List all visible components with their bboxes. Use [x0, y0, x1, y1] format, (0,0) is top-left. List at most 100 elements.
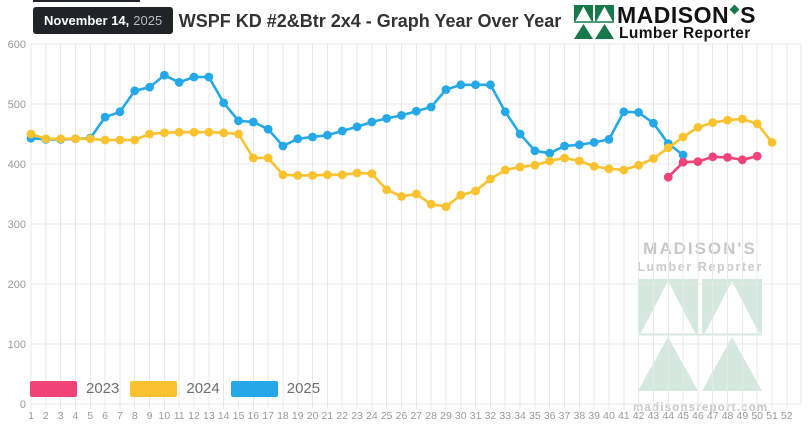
svg-text:26: 26 — [396, 410, 408, 422]
data-point — [426, 102, 436, 112]
grid-lines — [30, 43, 802, 409]
svg-text:37: 37 — [559, 410, 571, 422]
svg-text:12: 12 — [188, 410, 200, 422]
legend-swatch-2024 — [130, 380, 178, 397]
data-point — [456, 190, 466, 200]
data-point — [26, 129, 36, 139]
svg-text:17: 17 — [262, 410, 274, 422]
svg-text:43: 43 — [648, 410, 660, 422]
data-point — [678, 150, 688, 160]
data-point — [159, 70, 169, 80]
data-point — [500, 165, 510, 175]
data-point — [367, 117, 377, 127]
data-point — [337, 170, 347, 180]
svg-text:38: 38 — [573, 410, 585, 422]
brand-name: MADISON S — [617, 2, 756, 28]
data-point — [619, 107, 629, 117]
data-point — [145, 129, 154, 139]
data-point — [278, 170, 288, 180]
svg-text:8: 8 — [132, 410, 138, 422]
svg-text:51: 51 — [766, 410, 778, 422]
data-point — [308, 171, 317, 180]
date-badge: November 14, 2025 — [33, 7, 174, 34]
data-point — [397, 111, 406, 120]
data-point — [204, 72, 214, 82]
svg-text:46: 46 — [692, 410, 704, 422]
legend-item-2023: 2023 — [30, 380, 119, 397]
svg-text:35: 35 — [529, 410, 541, 422]
svg-text:45: 45 — [677, 410, 689, 422]
legend: 2023 2024 2025 — [30, 380, 320, 397]
svg-text:500: 500 — [8, 99, 26, 111]
data-point — [574, 140, 584, 150]
svg-text:44: 44 — [662, 410, 674, 422]
data-point — [723, 115, 732, 125]
data-point — [634, 108, 644, 117]
svg-text:6: 6 — [102, 410, 108, 422]
data-point — [174, 78, 184, 87]
data-point — [471, 80, 480, 90]
data-point — [723, 153, 732, 162]
data-point — [560, 153, 569, 163]
data-point — [649, 118, 658, 128]
svg-text:39: 39 — [588, 410, 600, 422]
series-2023-line — [663, 151, 762, 182]
data-point — [589, 162, 599, 171]
watermark-url: madisonsreport.com — [633, 402, 769, 414]
data-point — [708, 152, 718, 162]
svg-text:30: 30 — [455, 410, 467, 422]
data-point — [219, 98, 229, 108]
data-point — [737, 114, 747, 124]
data-point — [574, 156, 584, 166]
data-point — [767, 138, 777, 147]
svg-text:11: 11 — [174, 410, 185, 422]
data-point — [115, 135, 125, 145]
data-point — [189, 72, 199, 82]
date-badge-year: 2025 — [133, 13, 163, 28]
data-point — [293, 171, 303, 180]
svg-text:0: 0 — [20, 399, 26, 411]
data-point — [100, 135, 110, 145]
data-point — [100, 112, 110, 122]
data-point — [589, 138, 599, 147]
data-point — [367, 169, 377, 179]
svg-text:20: 20 — [307, 410, 319, 422]
data-point — [382, 114, 392, 123]
data-point — [159, 128, 169, 138]
svg-text:15: 15 — [233, 410, 245, 422]
svg-text:10: 10 — [159, 410, 171, 422]
data-point — [619, 165, 629, 175]
data-point — [204, 127, 214, 137]
brand-logo: MADISON S Lumber Reporter — [574, 2, 756, 42]
svg-text:40: 40 — [603, 410, 615, 422]
svg-text:9: 9 — [147, 410, 153, 422]
svg-text:13: 13 — [203, 410, 215, 422]
svg-text:200: 200 — [8, 279, 26, 291]
svg-text:36: 36 — [544, 410, 556, 422]
data-point — [663, 143, 673, 153]
svg-text:47: 47 — [707, 410, 719, 422]
data-point — [411, 189, 421, 199]
data-point — [337, 126, 347, 136]
svg-text:41: 41 — [618, 410, 630, 422]
date-badge-date: November 14, — [44, 13, 130, 28]
svg-text:33: 33 — [499, 410, 511, 422]
svg-text:21: 21 — [322, 410, 334, 422]
svg-text:3: 3 — [58, 410, 64, 422]
watermark-brand: MADISON'S — [643, 239, 757, 258]
data-point — [441, 85, 451, 94]
data-point — [308, 132, 317, 142]
brand-subtitle: Lumber Reporter — [619, 25, 751, 42]
data-point — [219, 128, 229, 138]
svg-text:16: 16 — [247, 410, 259, 422]
svg-text:1: 1 — [28, 410, 34, 422]
data-point — [737, 155, 747, 165]
svg-text:23: 23 — [351, 410, 363, 422]
data-point — [248, 117, 258, 127]
svg-text:7: 7 — [117, 410, 123, 422]
data-point — [174, 127, 184, 137]
data-point — [752, 119, 762, 129]
data-point — [545, 148, 555, 158]
data-point — [693, 157, 703, 167]
